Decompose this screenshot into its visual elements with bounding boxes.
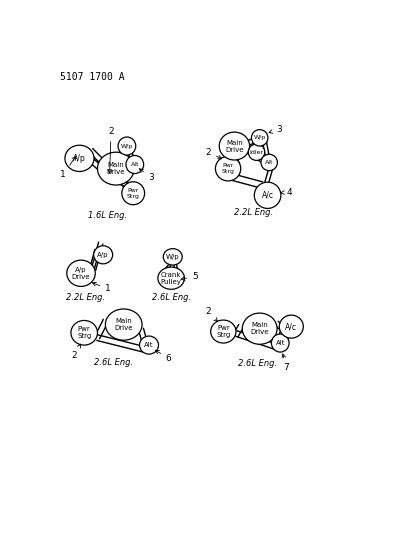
Ellipse shape <box>261 154 277 171</box>
Ellipse shape <box>211 320 236 343</box>
Ellipse shape <box>163 248 182 265</box>
Ellipse shape <box>118 137 136 155</box>
Text: A/c: A/c <box>262 191 274 200</box>
Ellipse shape <box>94 246 113 264</box>
Text: Pwr
Strg: Pwr Strg <box>222 163 235 174</box>
Text: W/p: W/p <box>166 254 180 260</box>
Text: 4: 4 <box>281 188 292 197</box>
Ellipse shape <box>219 132 250 160</box>
Text: 1: 1 <box>92 282 111 293</box>
Text: A/p: A/p <box>73 154 86 163</box>
Ellipse shape <box>65 145 94 172</box>
Text: W/p: W/p <box>253 135 266 140</box>
Text: 2.2L Eng.: 2.2L Eng. <box>66 293 105 302</box>
Ellipse shape <box>254 182 281 208</box>
Text: 2.6L Eng.: 2.6L Eng. <box>152 293 191 302</box>
Text: 3: 3 <box>269 125 282 134</box>
Text: W/p: W/p <box>121 143 133 149</box>
Text: 6: 6 <box>155 350 171 363</box>
Text: Alt: Alt <box>144 342 154 348</box>
Text: Alt: Alt <box>265 160 273 165</box>
Text: A/p: A/p <box>98 252 109 258</box>
Ellipse shape <box>248 144 265 160</box>
Ellipse shape <box>279 315 303 338</box>
Text: 1: 1 <box>60 157 76 179</box>
Text: Main
Drive: Main Drive <box>106 162 125 175</box>
Text: Pwr
Strg: Pwr Strg <box>216 325 231 338</box>
Text: 2: 2 <box>71 344 81 360</box>
Text: Crank
Pulley: Crank Pulley <box>161 272 182 285</box>
Text: 7: 7 <box>282 354 289 372</box>
Text: Main
Drive: Main Drive <box>225 140 244 152</box>
Ellipse shape <box>215 156 241 181</box>
Text: Pwr
Strg: Pwr Strg <box>77 326 91 340</box>
Text: 3: 3 <box>140 169 154 182</box>
Ellipse shape <box>126 156 144 174</box>
Text: 5107 1700 A: 5107 1700 A <box>60 72 125 82</box>
Ellipse shape <box>67 260 95 286</box>
Text: 1.6L Eng.: 1.6L Eng. <box>88 211 127 220</box>
Text: A/p
Drive: A/p Drive <box>72 267 90 280</box>
Text: 2.6L Eng.: 2.6L Eng. <box>94 358 133 367</box>
Text: 2.2L Eng.: 2.2L Eng. <box>234 208 273 217</box>
Text: Alt: Alt <box>131 162 139 167</box>
Text: Alt: Alt <box>275 340 285 346</box>
Text: Pwr
Strg: Pwr Strg <box>127 188 140 199</box>
Text: 2: 2 <box>205 308 217 321</box>
Ellipse shape <box>140 336 158 354</box>
Text: 2: 2 <box>206 148 222 159</box>
Text: 2: 2 <box>108 127 114 173</box>
Ellipse shape <box>242 313 277 344</box>
Ellipse shape <box>251 130 268 146</box>
Ellipse shape <box>122 182 144 205</box>
Ellipse shape <box>105 309 142 340</box>
Text: Main
Drive: Main Drive <box>115 318 133 331</box>
Ellipse shape <box>71 320 98 345</box>
Ellipse shape <box>271 334 289 352</box>
Text: 2.6L Eng.: 2.6L Eng. <box>238 359 277 368</box>
Text: 5: 5 <box>181 272 198 281</box>
Text: Idler: Idler <box>249 150 264 155</box>
Text: Main
Drive: Main Drive <box>251 322 269 335</box>
Ellipse shape <box>158 267 184 289</box>
Text: A/c: A/c <box>285 322 297 331</box>
Ellipse shape <box>98 152 134 185</box>
